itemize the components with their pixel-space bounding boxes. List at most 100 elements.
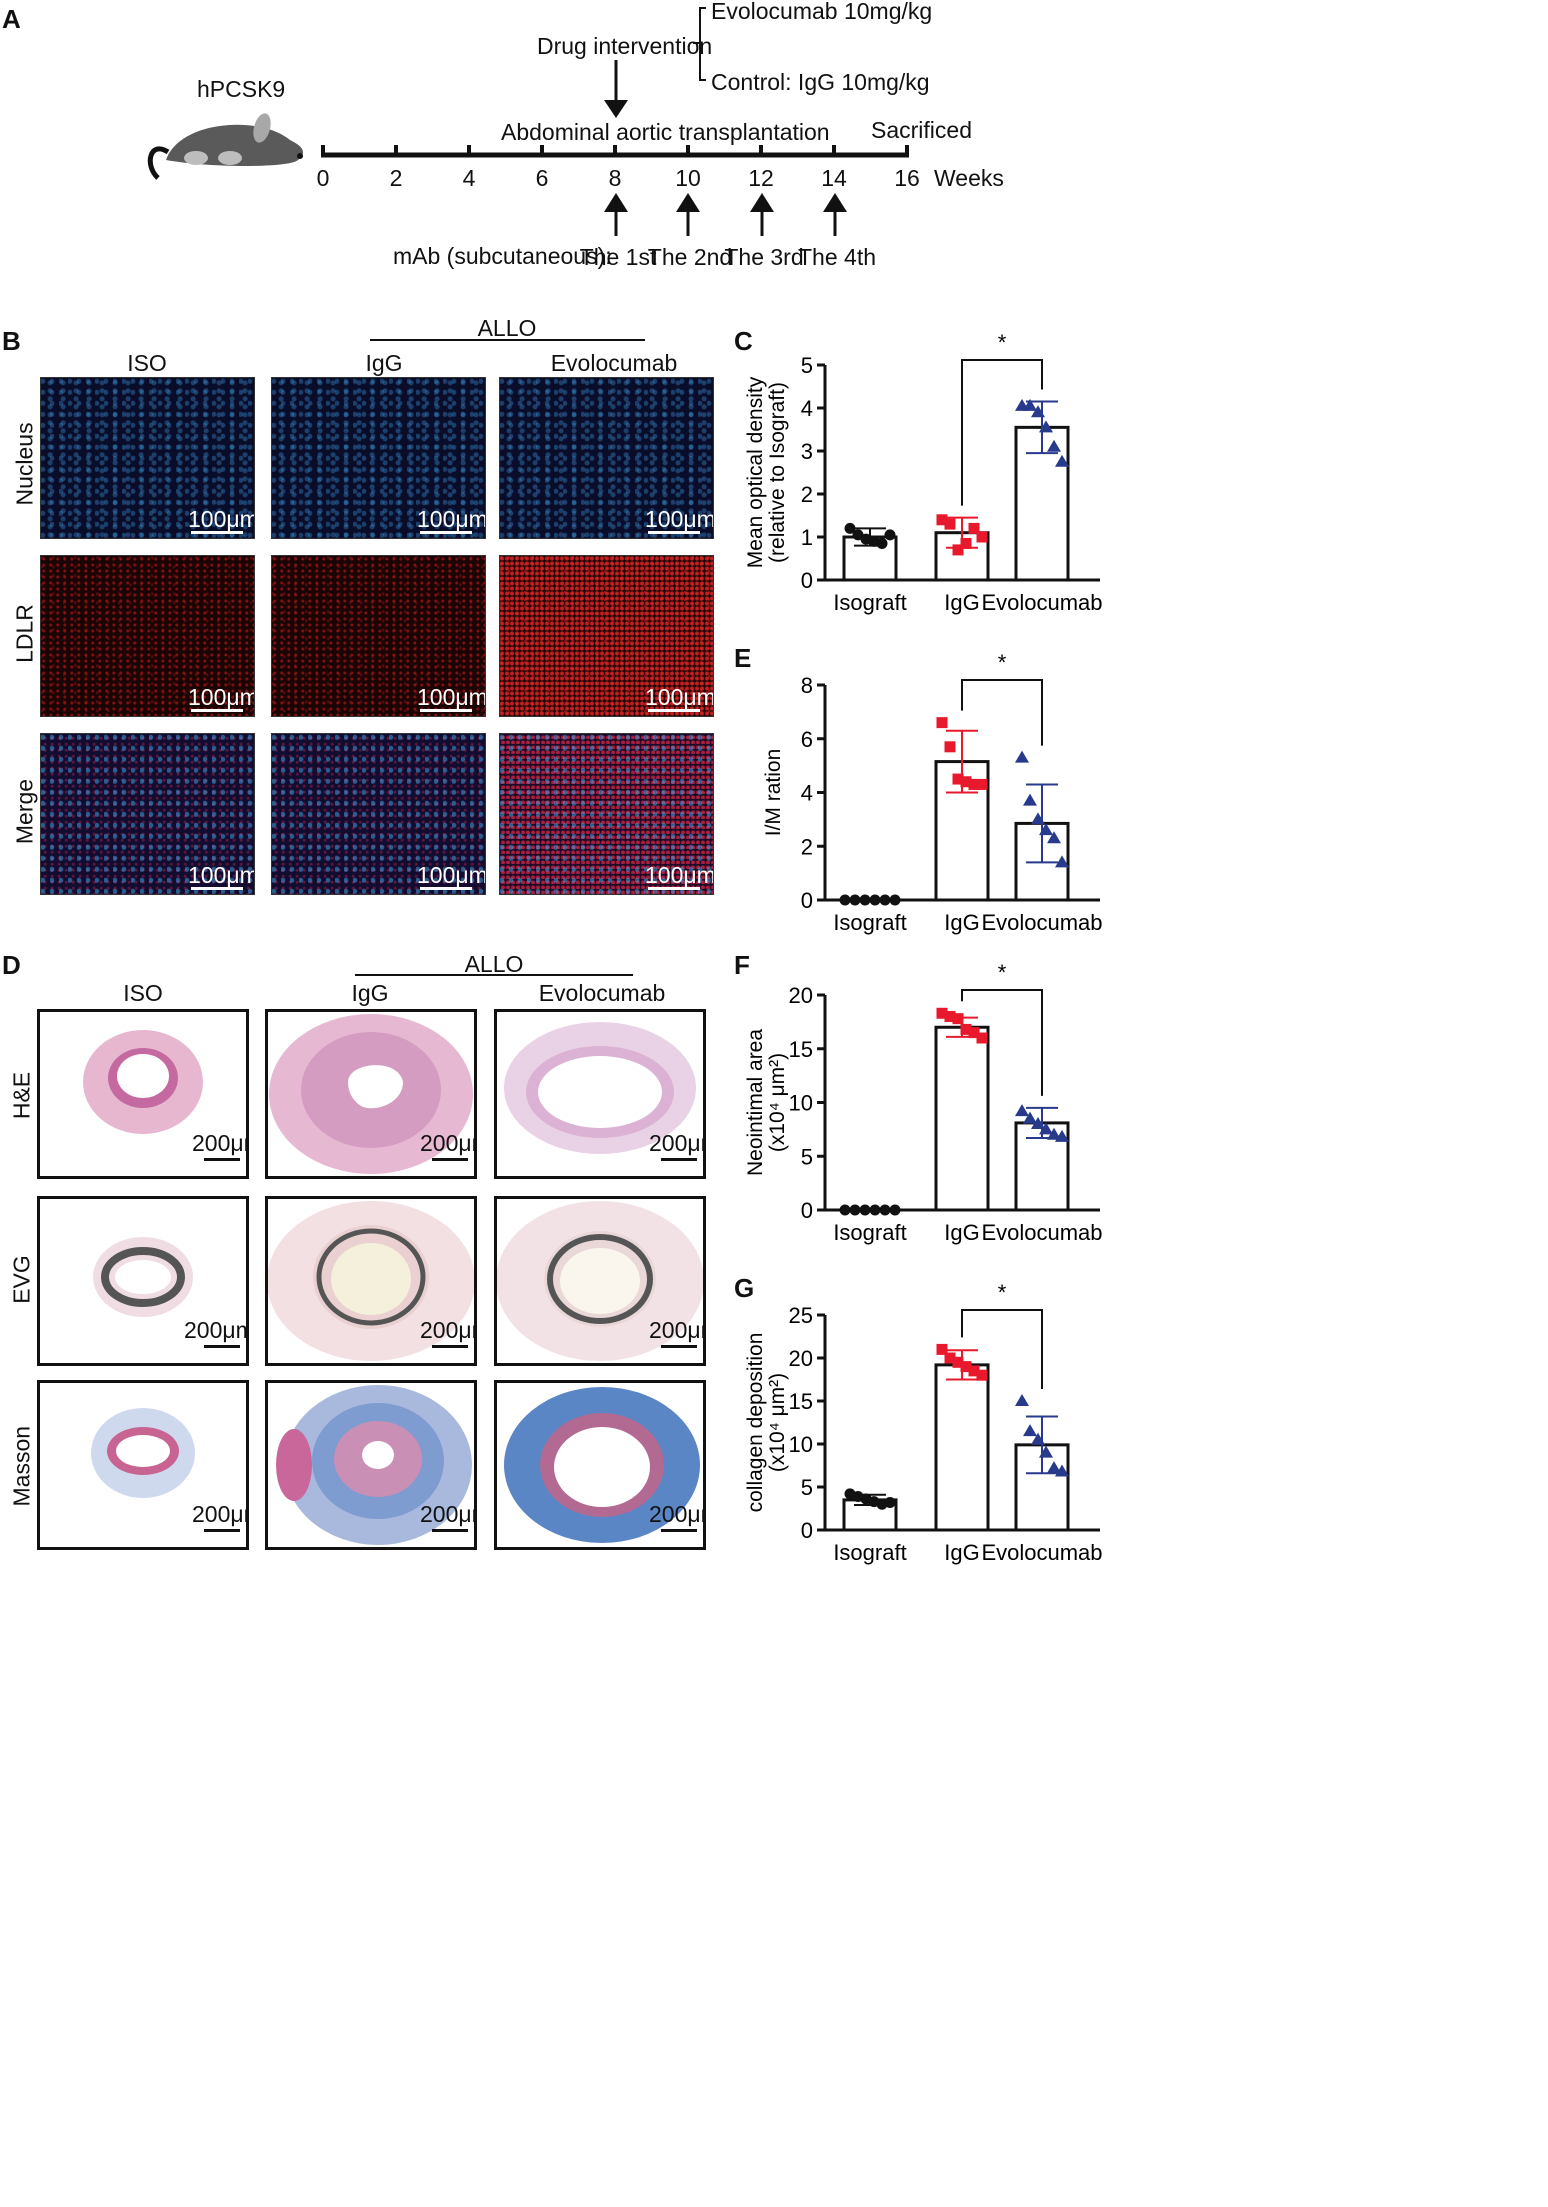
week-tick-label: 4 (462, 165, 476, 191)
sacrificed-label: Sacrificed (871, 117, 972, 143)
data-point (1039, 420, 1053, 433)
data-point (976, 778, 988, 790)
x-tick-label: Isograft (833, 1220, 906, 1245)
bar-igg (934, 1363, 990, 1532)
y-tick-label: 15 (789, 1389, 813, 1414)
bar-evolocumab (1014, 1443, 1070, 1532)
micrograph-merge-iso: 100μm (40, 733, 255, 895)
histology-evg-iso: 200μm (37, 1196, 249, 1366)
x-tick-label: IgG (944, 590, 979, 615)
data-point (960, 1361, 972, 1373)
data-point (944, 741, 956, 753)
data-point (869, 894, 881, 906)
week-tick-label: 8 (608, 165, 622, 191)
data-point (968, 778, 980, 790)
data-point (960, 537, 972, 549)
significance-star: * (998, 1280, 1007, 1305)
allo-header-b: ALLO (477, 315, 537, 341)
y-tick-label: 5 (801, 1144, 813, 1169)
micrograph-nucleus-iso: 100μm (40, 377, 255, 539)
data-point (869, 1204, 881, 1216)
dose-label: The 2nd (647, 244, 733, 270)
data-point (1039, 1445, 1053, 1458)
y-axis-label: Neointimal area(x10⁴ μm²) (744, 1029, 789, 1176)
histology-he-evolocumab: 200μm (494, 1009, 706, 1179)
data-point (960, 1023, 972, 1035)
row-ldlr-label: LDLR (11, 604, 38, 663)
significance-bracket (961, 989, 1043, 1096)
data-point (1015, 750, 1029, 763)
chart-e: I/M ration 0 2 4 6 8 Isograft IgG Evolocumab * (762, 650, 1103, 935)
data-point (976, 531, 988, 543)
y-tick-label: 4 (801, 396, 813, 421)
y-tick-label: 15 (789, 1037, 813, 1062)
row-merge-label: Merge (11, 778, 38, 845)
data-point (1023, 1111, 1037, 1124)
allo-line-d (355, 974, 633, 976)
data-point (944, 518, 956, 530)
data-point (944, 1352, 956, 1364)
mab-label: mAb (subcutaneous): (393, 243, 612, 269)
data-point (1047, 439, 1061, 452)
col-evolocumab-b: Evolocumab (550, 350, 678, 376)
mouse-strain-label: hPCSK9 (197, 76, 286, 102)
micrograph-ldlr-evolocumab: 100μm (499, 555, 714, 717)
week-tick-label: 12 (748, 165, 774, 191)
allo-line-b (370, 339, 645, 341)
micrograph-nucleus-evolocumab: 100μm (499, 377, 714, 539)
data-point (849, 894, 861, 906)
panel-label-b: B (2, 326, 21, 356)
data-point (884, 529, 896, 541)
y-tick-label: 0 (801, 1518, 813, 1543)
data-point (952, 544, 964, 556)
data-point (944, 1011, 956, 1022)
histology-evg-evolocumab: 200μm (494, 1196, 706, 1366)
y-axis-label: I/M ration (762, 749, 785, 837)
panel-label-g: G (734, 1273, 755, 1303)
x-tick-label: IgG (944, 910, 979, 935)
micrograph-merge-igg: 100μm (271, 733, 486, 895)
dose-label: The 3rd (724, 244, 804, 270)
data-point (968, 522, 980, 534)
data-point (1039, 1122, 1053, 1135)
micrograph-merge-evolocumab: 100μm (499, 733, 714, 895)
panel-label-d: D (2, 950, 21, 980)
dose-arrow-head (823, 193, 847, 212)
data-point (889, 1204, 901, 1216)
data-point (859, 1204, 871, 1216)
data-point (1023, 1424, 1037, 1437)
micrograph-nucleus-igg: 100μm (271, 377, 486, 539)
chart-c: Mean optical density(relative to Isograf… (744, 330, 1103, 615)
data-point (1023, 793, 1037, 806)
y-tick-label: 4 (801, 781, 813, 806)
panel-label-e: E (734, 643, 752, 673)
significance-bracket (961, 679, 1043, 746)
dose-arrow-head (676, 193, 700, 212)
allo-header-d: ALLO (464, 951, 524, 977)
histology-masson-iso: 200μm (37, 1380, 249, 1550)
data-point (879, 894, 891, 906)
data-point (952, 1356, 964, 1368)
y-tick-label: 10 (789, 1432, 813, 1457)
panel-label-f: F (734, 950, 750, 980)
y-tick-label: 2 (801, 482, 813, 507)
data-point (1023, 398, 1037, 411)
y-axis-label: Mean optical density(relative to Isograf… (744, 376, 789, 568)
data-point (936, 514, 948, 526)
data-point (1047, 831, 1061, 844)
bar-igg (934, 1025, 990, 1212)
data-point (1031, 1432, 1045, 1445)
data-point (936, 717, 948, 729)
histology-he-iso: 200μm (37, 1009, 249, 1179)
data-point (1031, 405, 1045, 418)
y-tick-label: 1 (801, 525, 813, 550)
col-evolocumab-d: Evolocumab (538, 980, 666, 1006)
significance-bracket (961, 1309, 1043, 1389)
col-igg-d: IgG (351, 980, 389, 1006)
dose-label: The 4th (798, 244, 876, 270)
panel-label-c: C (734, 326, 753, 356)
surgery-label: Abdominal aortic transplantation (501, 119, 830, 145)
data-point (1055, 1464, 1069, 1477)
x-tick-label: Isograft (833, 1540, 906, 1565)
data-point (1055, 1129, 1069, 1142)
